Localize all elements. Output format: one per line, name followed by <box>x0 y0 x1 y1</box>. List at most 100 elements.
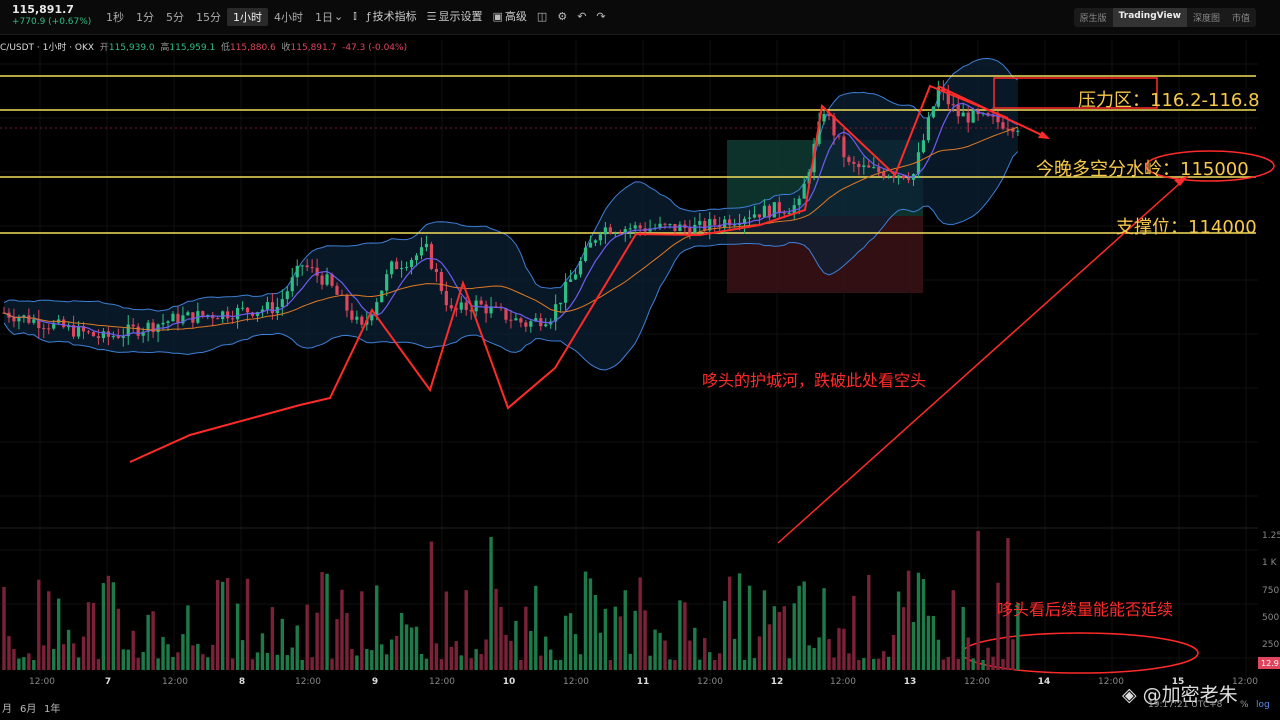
volume-bar <box>717 653 722 670</box>
redo-icon[interactable]: ↷ <box>596 9 606 23</box>
candle-body <box>240 307 245 309</box>
volume-bar <box>424 658 429 670</box>
volume-bar <box>534 585 538 670</box>
volume-bar <box>454 641 458 670</box>
candle-body <box>961 112 965 117</box>
volume-bar <box>350 648 354 670</box>
volume-bar <box>300 659 304 670</box>
volume-bar <box>946 656 950 670</box>
volume-bar <box>638 577 642 670</box>
volume-bar <box>126 649 130 670</box>
chevron-down-icon[interactable]: ⌄ <box>334 9 344 23</box>
volume-bar <box>52 648 56 670</box>
volume-bar <box>931 615 936 670</box>
candle-body <box>385 274 389 291</box>
volume-bar <box>713 659 717 670</box>
interval-1[interactable]: 1分 <box>136 11 154 24</box>
candle-body <box>817 121 821 144</box>
interval-3[interactable]: 15分 <box>196 11 221 24</box>
volume-bar <box>598 632 603 670</box>
trend-arrow-line <box>777 175 1189 544</box>
volume-bar <box>573 634 578 670</box>
candle-body <box>76 326 81 337</box>
down-arrow-head <box>1038 131 1050 139</box>
volume-bar <box>295 625 299 670</box>
view-tab-1[interactable]: TradingView <box>1112 8 1187 27</box>
candles <box>2 80 1020 347</box>
candle-body <box>62 319 66 328</box>
undo-icon[interactable]: ↶ <box>577 9 587 23</box>
volume-last-badge <box>1258 657 1280 669</box>
advanced-button[interactable]: ▣ 高级 <box>493 8 527 24</box>
display-settings-label: 显示设置 <box>438 10 483 23</box>
candle-body <box>698 221 702 225</box>
snapshot-icon[interactable]: ◫ <box>536 9 548 23</box>
moving-averages <box>3 102 1019 337</box>
candle-body <box>47 328 51 330</box>
interval-4[interactable]: 1小时 <box>227 8 268 26</box>
volume-bar <box>166 644 170 670</box>
volume-bar <box>812 647 816 670</box>
candle-body <box>270 302 274 314</box>
range-1y[interactable]: 1年 <box>44 704 61 715</box>
volume-bar <box>290 647 294 670</box>
volume-bar <box>961 606 965 670</box>
sliders-icon: ☰ <box>426 9 437 23</box>
volume-bar <box>906 570 911 670</box>
indicators-button[interactable]: ƒ 技术指标 <box>367 8 417 24</box>
time-axis-label: 12:00 <box>429 677 455 687</box>
volume-bar <box>449 646 453 670</box>
volume-bar <box>558 659 563 670</box>
low-value: 115,880.6 <box>229 43 276 53</box>
candle-body <box>350 310 354 320</box>
volume-bar <box>360 591 364 670</box>
volume-bar <box>151 611 155 670</box>
view-tab-2[interactable]: 深度图 <box>1192 14 1220 24</box>
time-axis-label: 12:00 <box>295 677 321 687</box>
interval-2[interactable]: 5分 <box>166 11 184 24</box>
candle-body <box>454 308 458 310</box>
volume-bar <box>757 636 762 670</box>
volume-bar <box>847 653 851 670</box>
view-tab-0[interactable]: 原生版 <box>1079 14 1107 24</box>
volume-bar <box>544 636 548 670</box>
interval-6[interactable]: 1日 <box>315 11 333 24</box>
function-icon: ƒ <box>366 9 371 23</box>
candle-body <box>554 304 558 322</box>
candle-body <box>996 115 1000 123</box>
volume-bar <box>116 608 121 670</box>
volume-bar <box>772 606 777 670</box>
volume-bar <box>986 647 990 670</box>
time-axis-label: 12:00 <box>830 677 856 687</box>
volume-bar <box>265 652 270 670</box>
display-settings-button[interactable]: ☰ 显示设置 <box>427 8 483 24</box>
volume-bar <box>66 629 71 670</box>
volume-bar <box>81 636 86 670</box>
candle-body <box>320 275 324 285</box>
price-change: +770.9 (+0.67%) <box>12 17 92 27</box>
range-6m[interactable]: 6月 <box>20 704 37 715</box>
interval-0[interactable]: 1秒 <box>106 11 124 24</box>
volume-bar <box>708 652 712 670</box>
time-axis-label: 12 <box>771 677 784 687</box>
watermark: ◈ @加密老朱 <box>1122 680 1238 707</box>
interval-selector: 1秒 1分 5分 15分 1小时 4小时 1日 <box>100 8 339 26</box>
log-toggle[interactable]: log <box>1256 700 1270 710</box>
volume-bar <box>235 603 240 670</box>
gear-icon[interactable]: ⚙ <box>557 9 568 23</box>
candle-body <box>916 152 921 175</box>
interval-5[interactable]: 4小时 <box>274 11 303 24</box>
candle-type-icon[interactable]: ⫾ <box>353 9 357 22</box>
candle-body <box>484 304 488 314</box>
resistance-annotation: 压力区：116.2-116.8 <box>1078 90 1260 111</box>
volume-bar <box>335 619 339 670</box>
candle-body <box>216 318 220 320</box>
price-box: 115,891.7 +770.9 (+0.67%) <box>12 3 91 27</box>
percent-toggle[interactable]: % <box>1240 700 1249 710</box>
view-tab-3[interactable]: 市值 <box>1231 14 1250 24</box>
volume-bar <box>727 576 732 670</box>
range-month[interactable]: 月 <box>2 704 12 715</box>
candle-body <box>842 136 846 158</box>
volume-bar <box>474 649 478 670</box>
